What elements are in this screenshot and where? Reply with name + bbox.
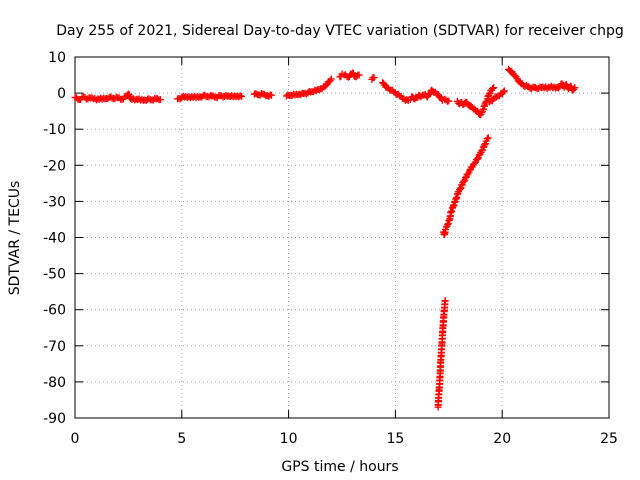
y-tick-label: -70 <box>43 339 66 355</box>
data-point <box>355 71 363 79</box>
data-series-chpg <box>71 65 579 411</box>
data-point <box>445 97 453 105</box>
data-point <box>500 87 508 95</box>
y-tick-label: -20 <box>43 158 66 174</box>
x-axis-label: GPS time / hours <box>281 459 398 475</box>
x-tick-label: 20 <box>493 431 511 447</box>
x-tick-label: 10 <box>280 431 298 447</box>
data-point <box>447 208 455 216</box>
y-axis-ticks: 10 0 -10 -20 -30 -40 -50 -60 -70 -80 -90 <box>43 50 609 427</box>
data-point <box>484 134 492 142</box>
data-point <box>474 155 482 163</box>
data-point <box>571 84 579 92</box>
y-gridlines <box>75 92 609 383</box>
chart-title: Day 255 of 2021, Sidereal Day-to-day VTE… <box>56 23 624 39</box>
data-point-interp <box>481 140 489 148</box>
y-tick-label: -40 <box>43 231 66 247</box>
y-tick-label: -60 <box>43 303 66 319</box>
data-point-interp <box>499 88 507 96</box>
y-tick-label: -10 <box>43 122 66 138</box>
x-gridlines <box>181 57 503 418</box>
y-tick-label: 0 <box>57 86 66 102</box>
x-tick-label: 15 <box>386 431 404 447</box>
x-tick-label: 5 <box>177 431 186 447</box>
data-point <box>490 84 498 92</box>
data-point-interp <box>489 85 497 93</box>
y-tick-label: -50 <box>43 267 66 283</box>
data-point <box>441 297 449 305</box>
data-point-interp <box>483 135 491 143</box>
y-tick-label: -90 <box>43 411 66 427</box>
data-point <box>268 91 276 99</box>
y-tick-label: 10 <box>48 50 66 66</box>
data-point <box>485 90 493 98</box>
x-tick-label: 0 <box>71 431 80 447</box>
data-point <box>156 96 164 104</box>
data-point <box>370 74 378 82</box>
x-tick-label: 25 <box>600 431 618 447</box>
data-point-interp <box>460 177 468 185</box>
data-point-interp <box>448 207 456 215</box>
data-point <box>327 75 335 83</box>
x-axis-ticks: 0 5 10 15 20 25 <box>71 57 618 447</box>
y-tick-label: -30 <box>43 194 66 210</box>
data-point-interp <box>470 159 478 167</box>
data-point <box>238 92 246 100</box>
y-axis-label: SDTVAR / TECUs <box>7 181 23 296</box>
y-tick-label: -80 <box>43 375 66 391</box>
